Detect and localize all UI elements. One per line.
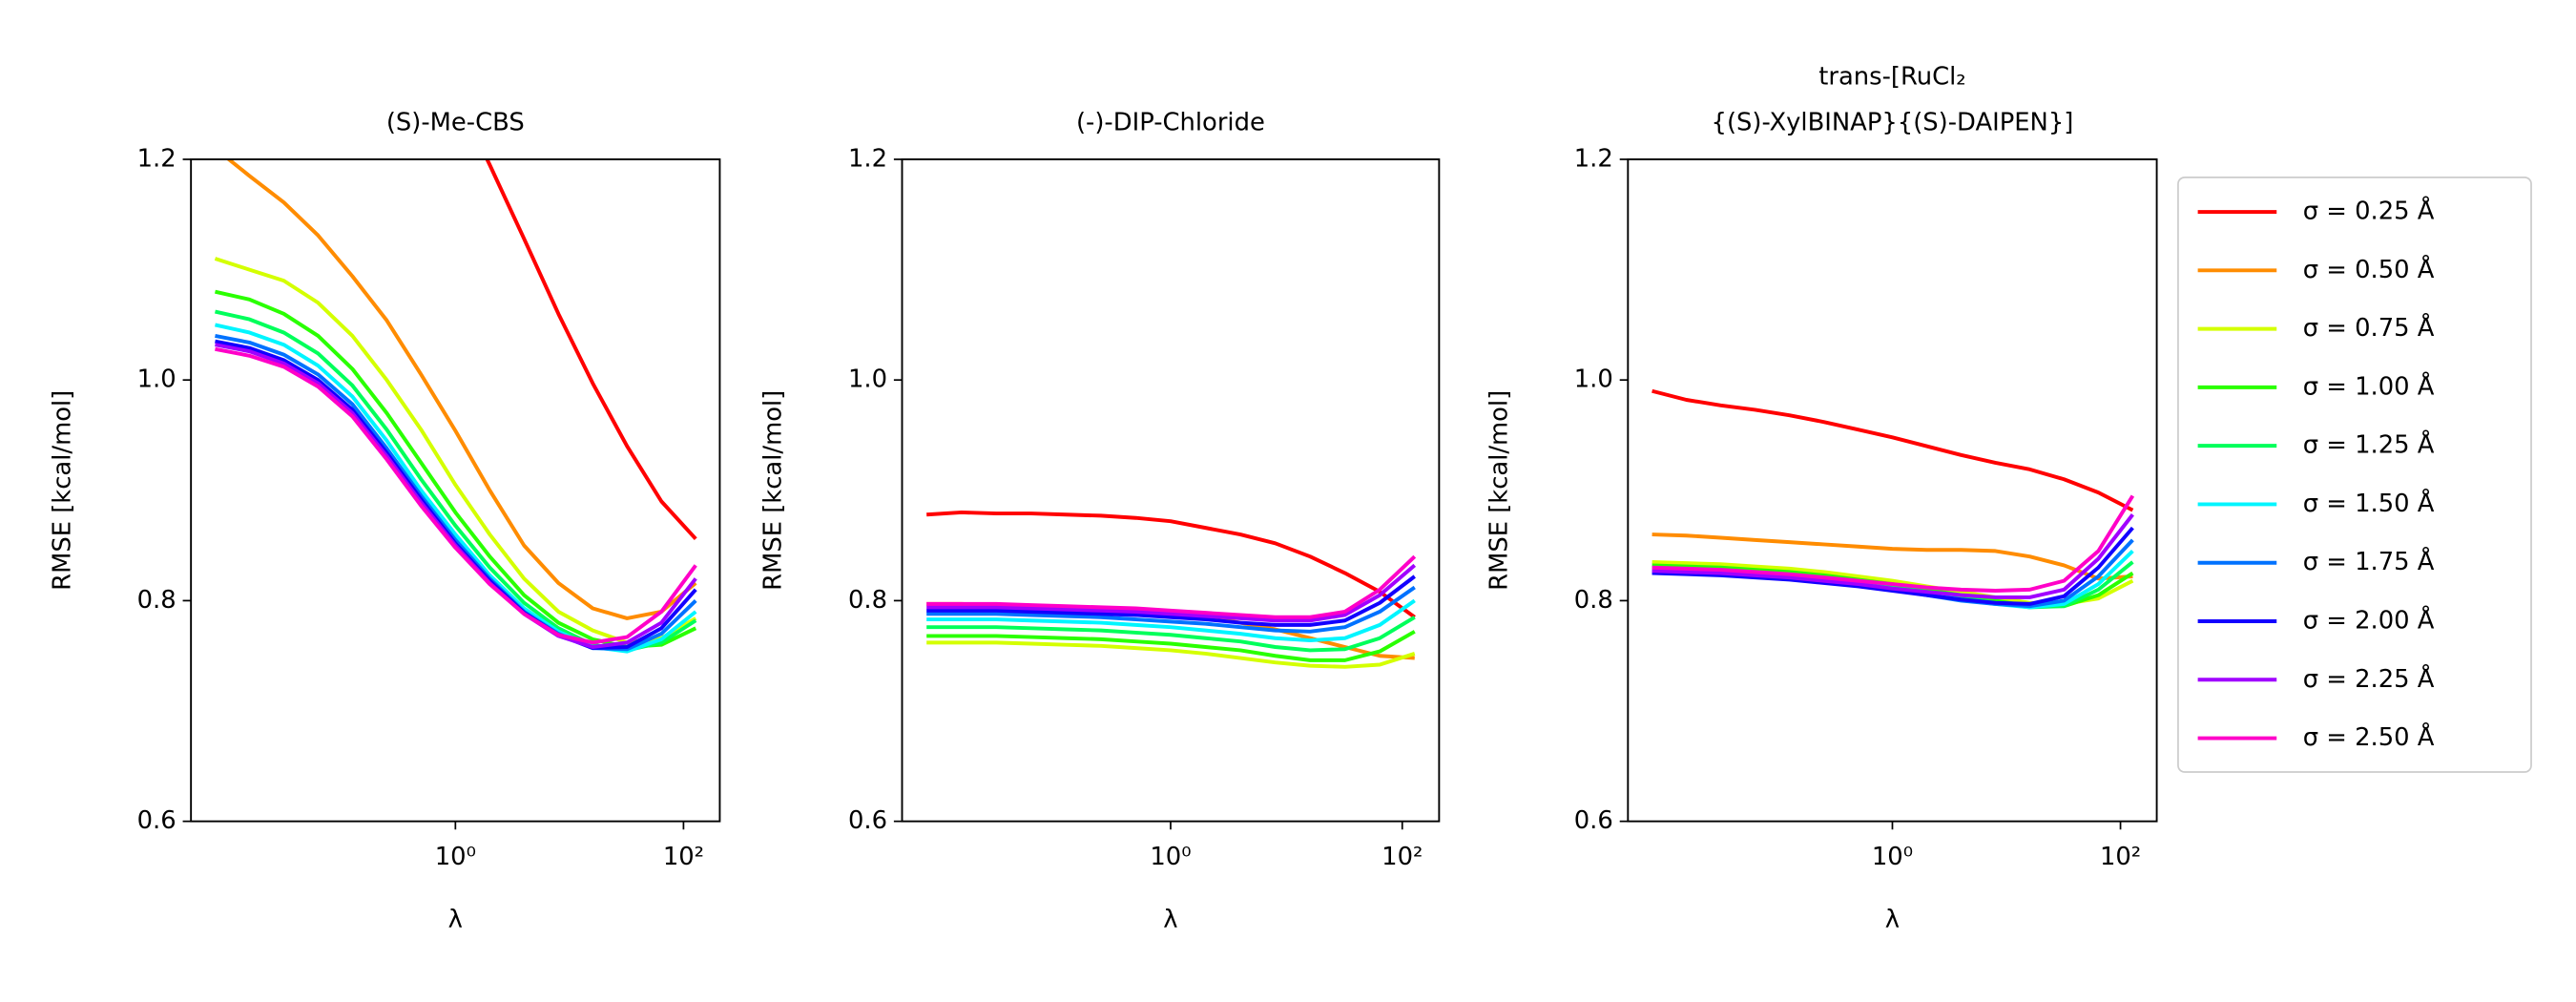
- x-axis-label: λ: [1163, 905, 1177, 933]
- series-line: [926, 598, 1416, 643]
- y-axis-label: RMSE [kcal/mol]: [48, 390, 76, 591]
- y-axis-label: RMSE [kcal/mol]: [759, 390, 788, 591]
- chart-title: (-)-DIP-Chloride: [1076, 109, 1265, 137]
- series-line: [1652, 513, 2134, 599]
- series-line: [926, 510, 1416, 619]
- legend-label: σ = 2.50 Å: [2303, 721, 2435, 752]
- y-tick-label: 0.8: [137, 586, 177, 615]
- legend-label: σ = 0.50 Å: [2303, 254, 2435, 284]
- legend-label: σ = 0.25 Å: [2303, 196, 2435, 226]
- chart-title: trans-[RuCl₂: [1818, 62, 1965, 91]
- legend-box: [2177, 177, 2532, 773]
- y-tick-label: 0.8: [1574, 586, 1613, 615]
- series-line: [926, 640, 1416, 669]
- legend-label: σ = 1.00 Å: [2303, 370, 2435, 401]
- x-tick-label: 10²: [2100, 843, 2141, 871]
- legend-label: σ = 2.00 Å: [2303, 605, 2435, 636]
- y-tick-label: 0.6: [137, 806, 177, 835]
- series-line: [926, 563, 1417, 623]
- legend-label: σ = 1.75 Å: [2303, 546, 2435, 576]
- legend-label: σ = 1.50 Å: [2303, 488, 2435, 518]
- series-line: [926, 616, 1416, 653]
- series-line: [1652, 526, 2134, 606]
- y-tick-label: 1.2: [137, 144, 177, 173]
- x-tick-label: 10⁰: [1872, 843, 1913, 871]
- legend-label: σ = 0.75 Å: [2303, 312, 2435, 343]
- plot-area: [214, 158, 697, 654]
- y-tick-label: 0.6: [1574, 806, 1613, 835]
- chart-title: {(S)-XylBINAP}{(S)-DAIPEN}]: [1712, 109, 2074, 137]
- series-line: [1652, 388, 2134, 512]
- chart-title: (S)-Me-CBS: [386, 109, 525, 137]
- x-axis-label: λ: [1885, 905, 1900, 933]
- x-axis-label: λ: [448, 905, 463, 933]
- plot-area: [926, 510, 1417, 669]
- series-line: [926, 554, 1417, 619]
- x-tick-label: 10⁰: [435, 843, 476, 871]
- series-line: [1652, 494, 2135, 593]
- series-line: [215, 346, 697, 645]
- x-tick-label: 10²: [663, 843, 704, 871]
- series-line: [225, 158, 697, 620]
- y-tick-label: 1.0: [848, 365, 887, 394]
- series-line: [926, 585, 1416, 634]
- plot-area: [1652, 388, 2135, 610]
- series-line: [926, 630, 1416, 662]
- y-tick-label: 1.2: [1574, 144, 1613, 173]
- y-axis-label: RMSE [kcal/mol]: [1485, 390, 1514, 591]
- series-line: [485, 158, 697, 541]
- y-tick-label: 1.0: [1574, 365, 1613, 394]
- x-tick-label: 10²: [1381, 843, 1423, 871]
- legend-label: σ = 1.25 Å: [2303, 429, 2435, 460]
- y-tick-label: 0.6: [848, 806, 887, 835]
- y-tick-label: 0.8: [848, 586, 887, 615]
- series-line: [1652, 532, 2133, 581]
- x-tick-label: 10⁰: [1150, 843, 1191, 871]
- series-line: [926, 574, 1416, 627]
- legend-label: σ = 2.25 Å: [2303, 663, 2435, 694]
- y-tick-label: 1.0: [137, 365, 177, 394]
- y-tick-label: 1.2: [848, 144, 887, 173]
